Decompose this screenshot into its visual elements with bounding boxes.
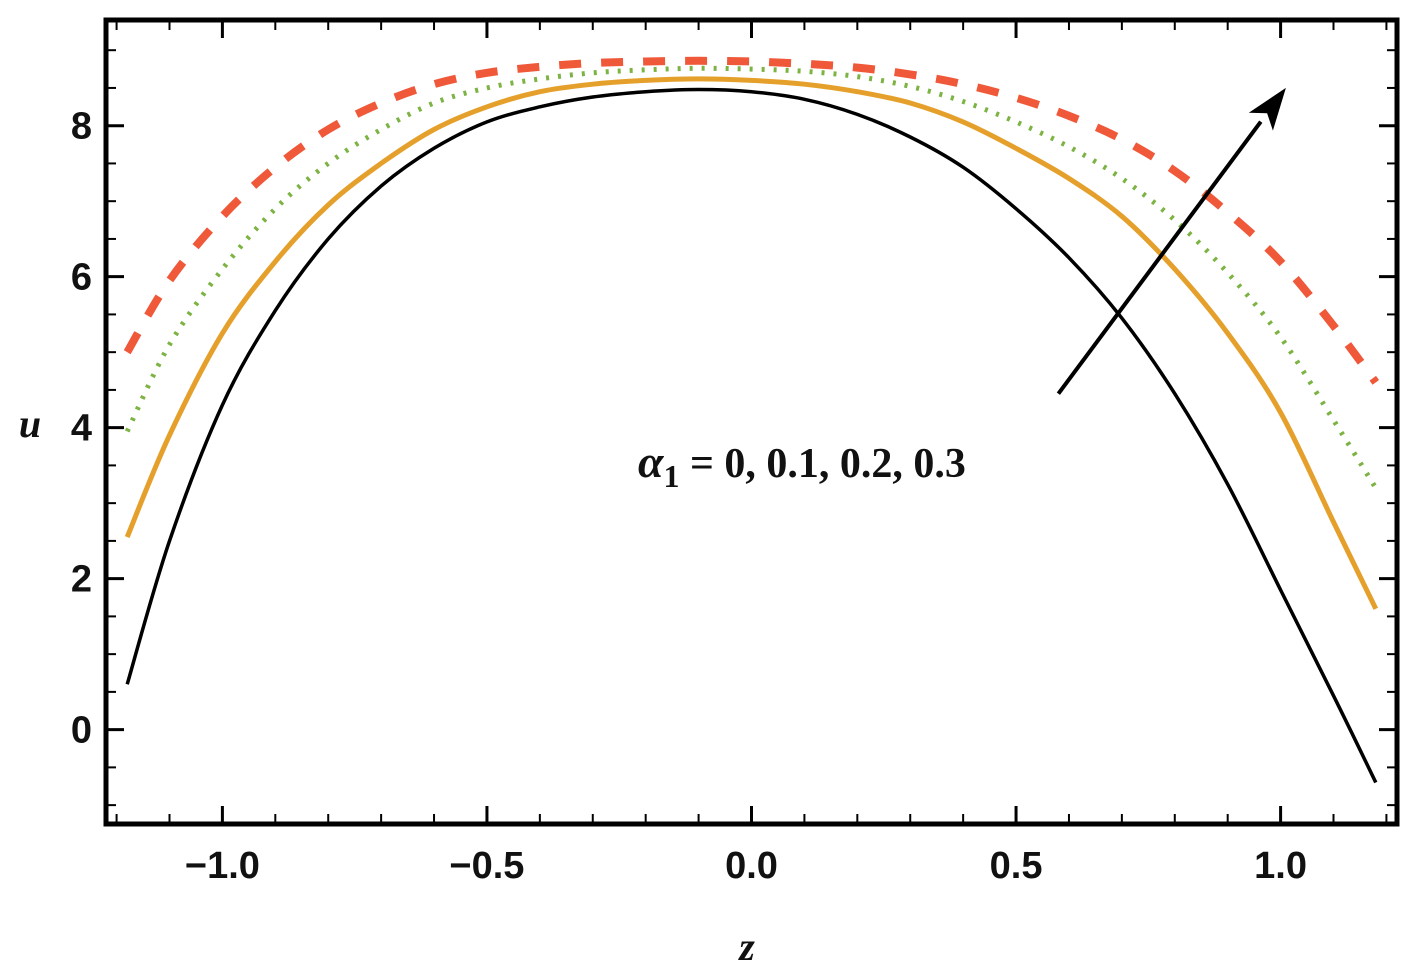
annotation-arrow-shaft bbox=[1056, 120, 1263, 395]
x-tick-label: 0.5 bbox=[990, 845, 1043, 887]
tick-labels-layer: −1.0 −0.5 0.0 0.5 1.0 0 2 4 6 8 bbox=[71, 106, 1307, 887]
y-tick-label: 6 bbox=[71, 257, 92, 299]
y-tick-label: 2 bbox=[71, 559, 92, 601]
x-tick-label: 1.0 bbox=[1254, 845, 1307, 887]
annotation-layer: α1 = 0, 0.1, 0.2, 0.3 bbox=[638, 87, 1286, 494]
ticks-layer bbox=[106, 20, 1397, 824]
annotation-text: α1 = 0, 0.1, 0.2, 0.3 bbox=[638, 436, 966, 494]
series-line-4 bbox=[123, 56, 1380, 385]
x-axis-label: z bbox=[737, 924, 755, 969]
x-tick-label: −0.5 bbox=[449, 845, 524, 887]
annotation-symbol: α bbox=[638, 436, 665, 487]
series-line-1 bbox=[125, 87, 1378, 784]
plot-frame bbox=[103, 17, 1400, 827]
series-line-2 bbox=[124, 76, 1379, 610]
y-tick-label: 0 bbox=[71, 710, 92, 752]
x-tick-label: −1.0 bbox=[185, 845, 260, 887]
series-line-3 bbox=[124, 65, 1378, 490]
x-tick-label: 0.0 bbox=[725, 845, 778, 887]
annotation-subscript: 1 bbox=[663, 458, 679, 494]
series-layer bbox=[123, 56, 1380, 784]
annotation-arrow-head bbox=[1248, 87, 1286, 131]
y-tick-label: 8 bbox=[71, 106, 92, 148]
y-tick-label: 4 bbox=[71, 408, 92, 450]
y-axis-label: u bbox=[19, 401, 41, 446]
annotation-values: = 0, 0.1, 0.2, 0.3 bbox=[679, 441, 965, 487]
